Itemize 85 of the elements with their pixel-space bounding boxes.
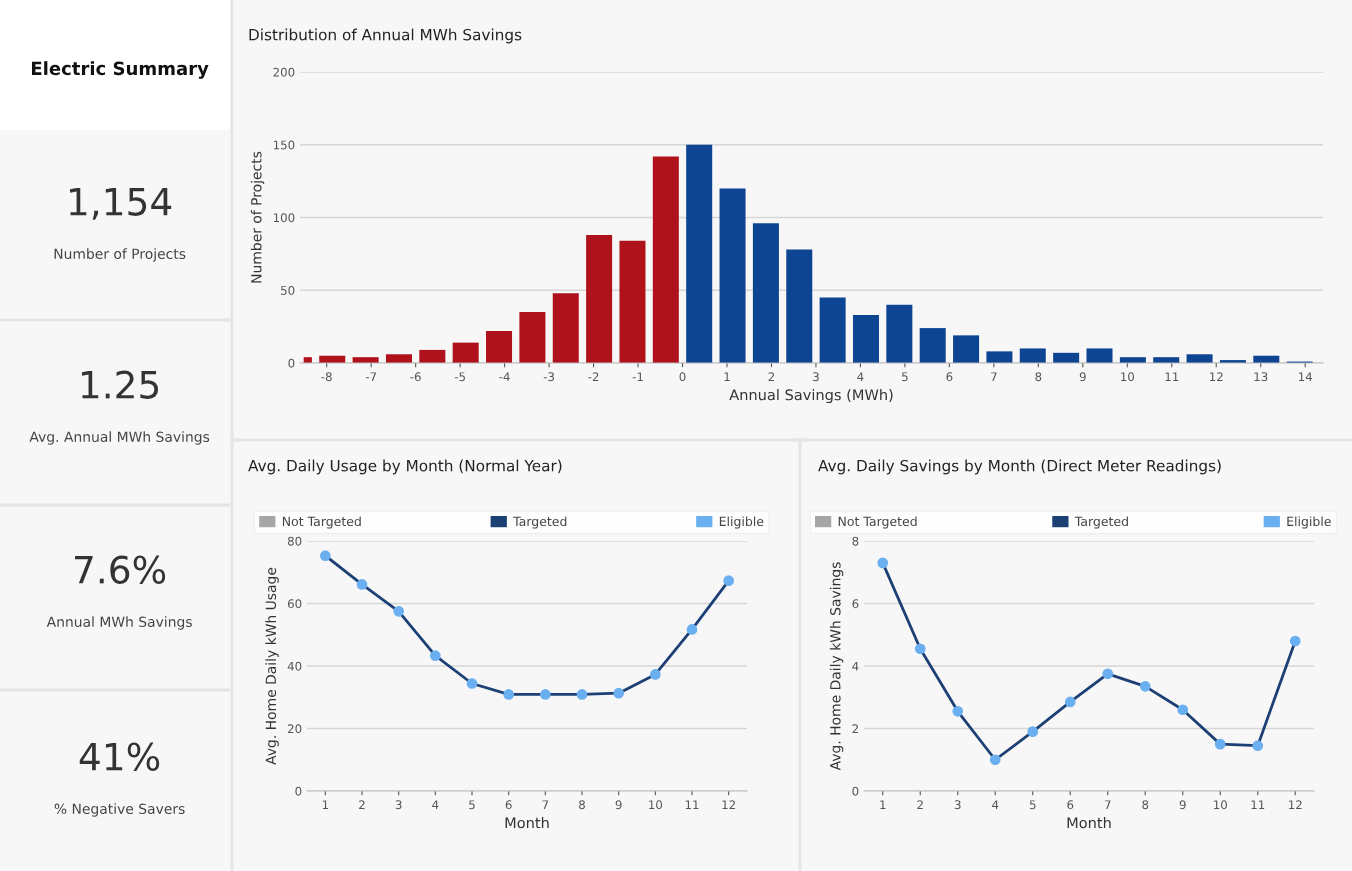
x-tick-label: 12 bbox=[1289, 800, 1302, 809]
x-tick-label: 1 bbox=[322, 800, 328, 809]
x-tick-label: 7 bbox=[542, 800, 549, 809]
x-tick-label: 12 bbox=[1210, 372, 1223, 381]
text: Electric Summary bbox=[31, 61, 209, 79]
x-tick-label: 8 bbox=[1035, 372, 1042, 382]
legend-label: Targeted bbox=[513, 516, 567, 529]
legend-label: Targeted bbox=[1074, 516, 1128, 529]
y-axis-title: Avg. Home Daily kWh Usage bbox=[265, 567, 279, 765]
x-tick-label: 9 bbox=[615, 800, 622, 810]
x-tick-label: 10 bbox=[1121, 372, 1135, 382]
text: Avg. Annual MWh Savings bbox=[29, 431, 210, 445]
x-tick-label: 4 bbox=[432, 800, 439, 809]
text: 1.25 bbox=[81, 370, 159, 399]
y-tick-label: 50 bbox=[281, 285, 295, 295]
y-tick-label: 100 bbox=[273, 213, 295, 223]
x-tick-label: 13 bbox=[1254, 372, 1268, 382]
y-axis-title: Avg. Home Daily kWh Savings bbox=[829, 562, 844, 771]
x-tick-label: 4 bbox=[992, 800, 999, 809]
x-tick-label: -6 bbox=[410, 372, 421, 382]
x-tick-label: 3 bbox=[813, 372, 819, 382]
y-tick-label: 0 bbox=[288, 358, 295, 368]
legend-label: Eligible bbox=[719, 516, 764, 529]
x-tick-label: 10 bbox=[1214, 800, 1227, 810]
text: % Negative Savers bbox=[54, 803, 185, 817]
y-axis-title: Number of Projects bbox=[250, 151, 265, 283]
y-tick-label: 4 bbox=[852, 661, 859, 671]
x-tick-label: 5 bbox=[469, 800, 475, 810]
x-tick-label: 1 bbox=[724, 372, 730, 381]
chart-title: Avg. Daily Usage by Month (Normal Year) bbox=[248, 459, 562, 475]
x-tick-label: 1 bbox=[880, 800, 886, 809]
x-tick-label: 2 bbox=[768, 372, 775, 381]
text: Annual MWh Savings bbox=[46, 616, 192, 630]
y-tick-label: 60 bbox=[287, 599, 302, 609]
text: Number of Projects bbox=[54, 248, 186, 262]
x-tick-label: -3 bbox=[543, 372, 555, 382]
y-tick-label: 20 bbox=[287, 724, 302, 734]
legend-label: Not Targeted bbox=[838, 516, 917, 529]
x-tick-label: 7 bbox=[1104, 800, 1111, 809]
text: 7.6% bbox=[75, 555, 166, 584]
x-tick-label: 3 bbox=[395, 800, 402, 810]
x-tick-label: 11 bbox=[1251, 800, 1265, 809]
legend-label: Eligible bbox=[1287, 516, 1331, 529]
x-tick-label: -8 bbox=[321, 372, 332, 382]
x-tick-label: 0 bbox=[679, 372, 686, 382]
chart-title: Avg. Daily Savings by Month (Direct Meter Readings) bbox=[818, 459, 1221, 475]
x-tick-label: 2 bbox=[359, 800, 365, 809]
y-tick-label: 0 bbox=[295, 786, 302, 796]
x-tick-label: 9 bbox=[1079, 372, 1086, 382]
x-tick-label: 11 bbox=[1165, 372, 1179, 381]
x-tick-label: -4 bbox=[499, 372, 510, 381]
y-tick-label: 0 bbox=[852, 786, 859, 796]
y-tick-label: 8 bbox=[852, 536, 859, 546]
x-tick-label: -1 bbox=[632, 372, 643, 381]
text: 1,154 bbox=[70, 188, 172, 220]
x-tick-label: -5 bbox=[454, 372, 465, 382]
x-tick-label: 14 bbox=[1298, 372, 1313, 381]
y-tick-label: 40 bbox=[287, 661, 302, 671]
x-tick-label: 5 bbox=[1029, 800, 1036, 810]
y-tick-label: 150 bbox=[273, 140, 295, 150]
chart-title: Distribution of Annual MWh Savings bbox=[249, 28, 522, 44]
text: 41% bbox=[79, 742, 160, 771]
x-tick-label: -7 bbox=[365, 372, 377, 381]
x-tick-label: 12 bbox=[722, 800, 735, 809]
x-axis-title: Annual Savings (MWh) bbox=[729, 389, 893, 404]
x-tick-label: 8 bbox=[579, 800, 585, 810]
x-tick-label: 2 bbox=[917, 800, 923, 809]
y-tick-label: 2 bbox=[852, 724, 858, 733]
y-tick-label: 6 bbox=[852, 599, 859, 609]
y-tick-label: 200 bbox=[273, 67, 295, 77]
x-tick-label: 6 bbox=[946, 372, 953, 382]
x-tick-label: 6 bbox=[1067, 800, 1074, 810]
legend-label: Not Targeted bbox=[282, 516, 361, 529]
x-tick-label: 7 bbox=[991, 372, 997, 381]
x-tick-label: 8 bbox=[1142, 800, 1149, 810]
x-axis-title: Month bbox=[1067, 817, 1111, 829]
x-tick-label: 5 bbox=[902, 372, 908, 382]
x-axis-title: Month bbox=[505, 817, 549, 829]
x-tick-label: -2 bbox=[588, 372, 599, 381]
x-tick-label: 3 bbox=[954, 800, 961, 810]
x-tick-label: 9 bbox=[1179, 800, 1186, 810]
y-tick-label: 80 bbox=[287, 536, 302, 546]
x-tick-label: 11 bbox=[685, 800, 699, 809]
x-tick-label: 10 bbox=[649, 800, 663, 810]
x-tick-label: 6 bbox=[505, 800, 512, 810]
